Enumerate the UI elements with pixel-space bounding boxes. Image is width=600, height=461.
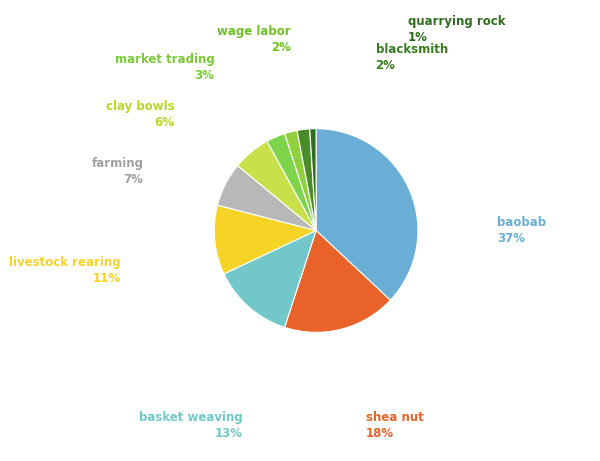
Text: livestock rearing
11%: livestock rearing 11% xyxy=(9,255,121,284)
Text: baobab
37%: baobab 37% xyxy=(497,216,546,245)
Text: clay bowls
6%: clay bowls 6% xyxy=(106,100,175,129)
Wedge shape xyxy=(224,230,316,327)
Text: quarrying rock
1%: quarrying rock 1% xyxy=(408,15,506,44)
Wedge shape xyxy=(238,141,316,230)
Wedge shape xyxy=(284,230,391,332)
Text: blacksmith
2%: blacksmith 2% xyxy=(376,43,448,72)
Wedge shape xyxy=(316,129,418,300)
Wedge shape xyxy=(217,165,316,230)
Wedge shape xyxy=(214,205,316,274)
Text: farming
7%: farming 7% xyxy=(92,157,143,186)
Wedge shape xyxy=(267,134,316,230)
Text: shea nut
18%: shea nut 18% xyxy=(365,411,424,440)
Wedge shape xyxy=(310,129,316,230)
Text: basket weaving
13%: basket weaving 13% xyxy=(139,411,242,440)
Wedge shape xyxy=(284,130,316,230)
Text: market trading
3%: market trading 3% xyxy=(115,53,214,83)
Wedge shape xyxy=(297,129,316,230)
Text: wage labor
2%: wage labor 2% xyxy=(217,25,290,54)
